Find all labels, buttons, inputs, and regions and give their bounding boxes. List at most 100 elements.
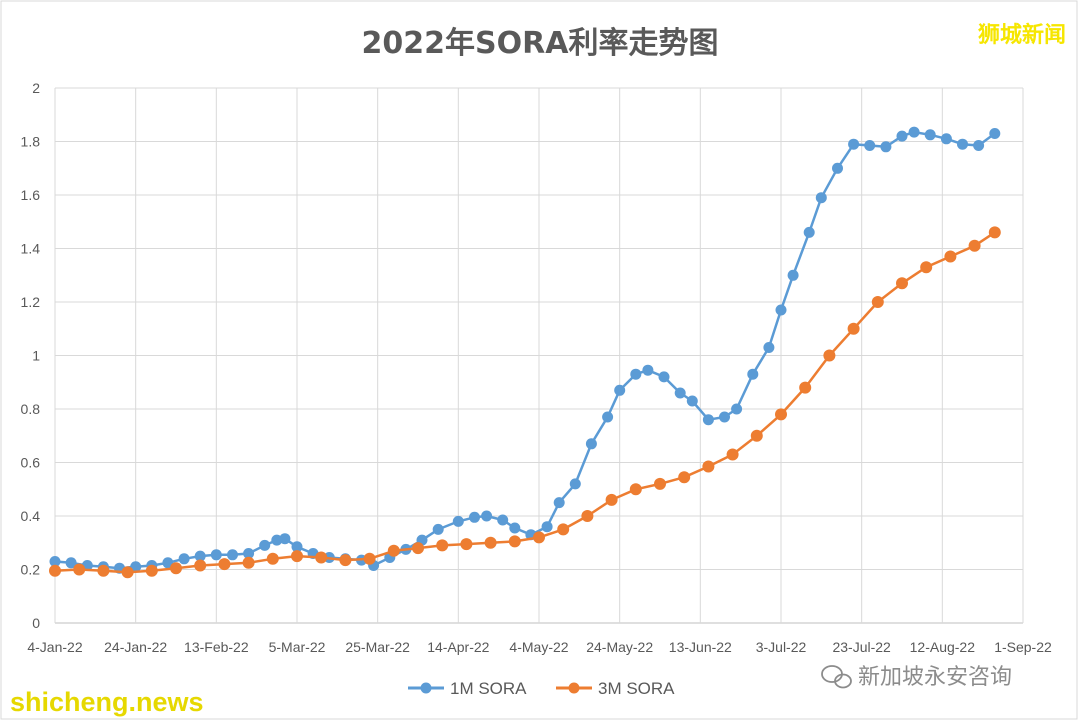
data-point — [271, 534, 283, 546]
legend-marker-3m — [568, 682, 580, 694]
data-point — [460, 538, 473, 551]
data-point — [864, 140, 876, 151]
y-tick-label: 0 — [32, 615, 40, 631]
x-tick-label: 24-May-22 — [586, 639, 653, 655]
data-point — [973, 140, 985, 151]
legend-marker-1m — [420, 682, 432, 694]
data-point — [815, 192, 827, 204]
data-point — [363, 552, 376, 565]
y-tick-label: 1 — [32, 348, 40, 364]
data-point — [605, 493, 618, 506]
data-point — [242, 556, 255, 569]
data-point — [702, 414, 714, 426]
data-point — [210, 549, 222, 561]
data-point — [585, 438, 597, 450]
x-tick-label: 13-Feb-22 — [184, 639, 249, 655]
data-point — [194, 559, 207, 572]
data-point — [920, 261, 933, 274]
series-1m — [49, 126, 1001, 574]
x-tick-label: 4-Jan-22 — [27, 639, 82, 655]
data-point — [871, 296, 884, 308]
data-point — [452, 515, 464, 527]
y-tick-label: 1.2 — [21, 294, 41, 310]
data-point — [896, 277, 908, 290]
data-point — [654, 477, 666, 490]
data-point — [481, 510, 493, 522]
data-point — [848, 138, 860, 150]
data-point — [968, 239, 981, 252]
data-point — [678, 471, 691, 484]
data-point — [65, 557, 77, 569]
data-point — [750, 429, 763, 442]
data-point — [432, 523, 444, 535]
data-point — [686, 395, 698, 407]
y-axis-ticks: 0 0.2 0.4 0.6 0.8 1 1.2 1.4 1.6 1.8 2 — [21, 80, 41, 631]
data-point — [658, 371, 670, 383]
data-point — [541, 521, 553, 533]
data-point — [243, 548, 255, 559]
data-point — [569, 478, 581, 490]
data-point — [630, 368, 642, 380]
watermark-bottom-right: 新加坡永安咨询 — [858, 665, 1012, 690]
x-axis-ticks: 4-Jan-22 24-Jan-22 13-Feb-22 5-Mar-22 25-Mar… — [27, 639, 1052, 655]
data-point — [178, 553, 190, 565]
data-point — [581, 510, 594, 522]
data-point — [484, 536, 497, 549]
data-point — [988, 226, 1001, 239]
y-tick-label: 1.8 — [21, 134, 41, 150]
x-tick-label: 4-May-22 — [509, 639, 568, 655]
data-point — [731, 403, 743, 415]
gridlines — [54, 87, 1024, 624]
data-point — [339, 554, 352, 567]
legend-label-1m: 1M SORA — [450, 679, 527, 698]
series-line — [54, 231, 996, 574]
data-point — [49, 556, 61, 567]
data-point — [775, 304, 787, 316]
y-tick-label: 0.2 — [21, 562, 41, 578]
data-point — [49, 564, 61, 577]
x-tick-label: 14-Apr-22 — [427, 639, 489, 655]
data-point — [614, 384, 626, 396]
data-point — [832, 162, 843, 174]
data-point — [227, 549, 238, 561]
data-point — [940, 133, 952, 145]
y-tick-label: 2 — [32, 80, 40, 96]
data-point — [775, 408, 787, 421]
data-point — [412, 542, 424, 555]
data-point — [469, 511, 480, 523]
legend: 1M SORA 3M SORA — [408, 679, 675, 698]
data-point — [259, 539, 271, 551]
data-point — [509, 522, 521, 534]
data-point — [279, 533, 291, 545]
x-tick-label: 24-Jan-22 — [104, 639, 167, 655]
x-tick-label: 23-Jul-22 — [832, 639, 891, 655]
data-point — [642, 364, 654, 376]
data-point — [218, 558, 231, 571]
data-point — [880, 141, 892, 153]
x-tick-label: 25-Mar-22 — [345, 639, 410, 655]
data-point — [799, 381, 812, 394]
data-point — [194, 550, 206, 562]
data-point — [908, 126, 920, 138]
data-point — [557, 523, 570, 536]
data-point — [823, 349, 836, 362]
data-point — [266, 552, 279, 565]
data-point — [170, 562, 182, 575]
chart-title: 2022年SORA利率走势图 — [362, 26, 719, 61]
data-point — [121, 566, 134, 579]
watermark-top-right: 狮城新闻 — [978, 22, 1066, 48]
data-point — [803, 226, 815, 238]
data-point — [747, 368, 759, 380]
y-tick-label: 1.4 — [21, 241, 41, 257]
data-point — [787, 269, 799, 281]
y-tick-label: 0.6 — [21, 455, 41, 471]
data-point — [763, 342, 775, 353]
wechat-logo-icon — [821, 665, 852, 689]
data-point — [145, 564, 158, 577]
data-point — [73, 563, 86, 576]
data-point — [726, 448, 739, 461]
data-point — [944, 250, 957, 263]
data-point — [719, 411, 730, 423]
